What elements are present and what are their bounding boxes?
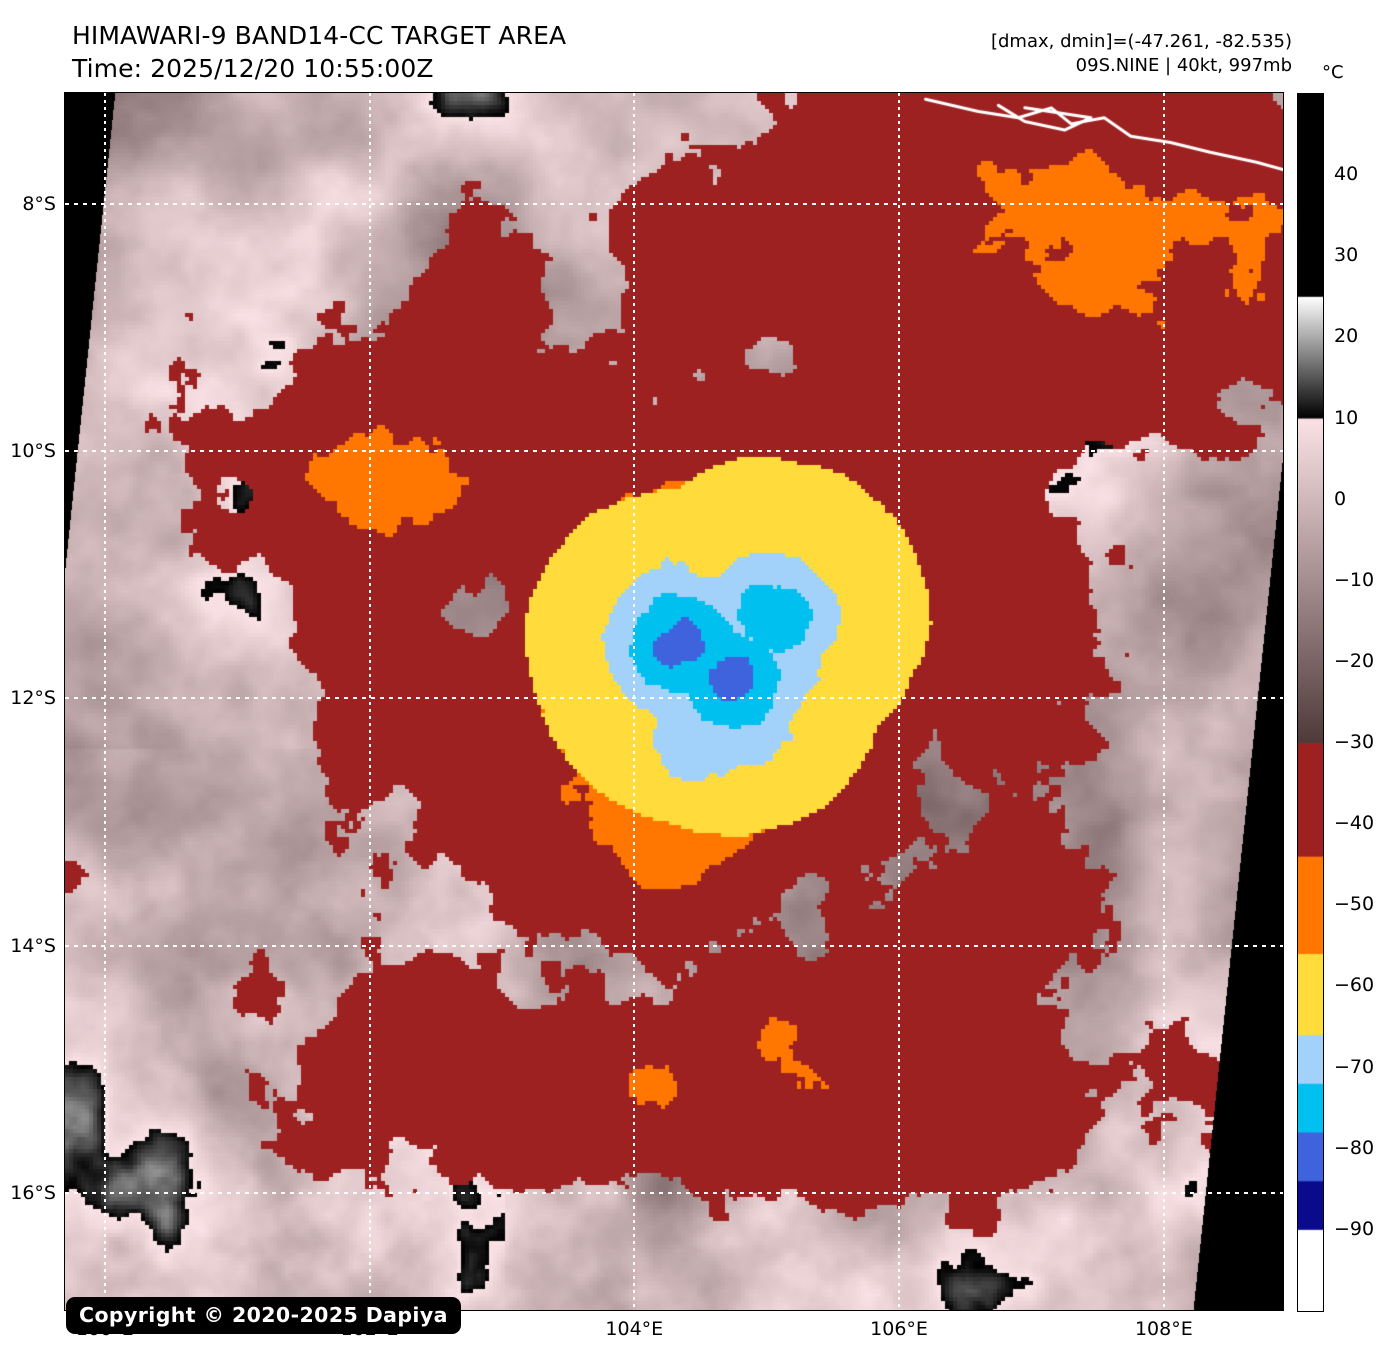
timestamp: Time: 2025/12/20 10:55:00Z <box>72 53 434 83</box>
satellite-ir-canvas <box>65 93 1283 1310</box>
colorbar-tick-label: −80 <box>1334 1136 1375 1159</box>
copyright-watermark: Copyright © 2020-2025 Dapiya <box>66 1297 461 1334</box>
colorbar-tick-label: −10 <box>1334 568 1375 591</box>
lat-tick-label: 16°S <box>10 1181 56 1204</box>
lat-tick-label: 8°S <box>22 193 56 216</box>
colorbar-tick-label: 30 <box>1334 244 1359 267</box>
colorbar-canvas <box>1298 94 1323 1311</box>
colorbar-tick-label: −60 <box>1334 974 1375 997</box>
lat-tick-label: 10°S <box>10 440 56 463</box>
colorbar <box>1297 93 1324 1312</box>
colorbar-tick-label: −30 <box>1334 731 1375 754</box>
colorbar-tick-label: −20 <box>1334 649 1375 672</box>
colorbar-tick-label: −50 <box>1334 893 1375 916</box>
colorbar-tick-label: −70 <box>1334 1055 1375 1078</box>
colorbar-tick-label: 0 <box>1334 487 1347 510</box>
colorbar-tick-label: −90 <box>1334 1217 1375 1240</box>
page-title: HIMAWARI-9 BAND14-CC TARGET AREA <box>72 21 567 50</box>
colorbar-tick-label: −40 <box>1334 812 1375 835</box>
satellite-image-plot[interactable] <box>65 93 1283 1310</box>
storm-info-label: 09S.NINE | 40kt, 997mb <box>1075 54 1292 76</box>
header-title-block: HIMAWARI-9 BAND14-CC TARGET AREA Time: 2… <box>72 20 566 85</box>
lon-tick-label: 108°E <box>1134 1318 1193 1340</box>
lat-tick-label: 12°S <box>10 687 56 710</box>
lon-tick-label: 104°E <box>605 1318 664 1340</box>
colorbar-tick-label: 10 <box>1334 406 1359 429</box>
colorbar-tick-label: 40 <box>1334 163 1359 186</box>
lat-tick-label: 14°S <box>10 934 56 957</box>
data-minmax-label: [dmax, dmin]=(-47.261, -82.535) <box>990 31 1292 52</box>
header-meta-block: [dmax, dmin]=(-47.261, -82.535) 09S.NINE… <box>991 30 1292 78</box>
lon-tick-label: 106°E <box>870 1318 928 1340</box>
colorbar-tick-label: 20 <box>1334 325 1359 348</box>
colorbar-unit-label: °C <box>1322 62 1344 83</box>
